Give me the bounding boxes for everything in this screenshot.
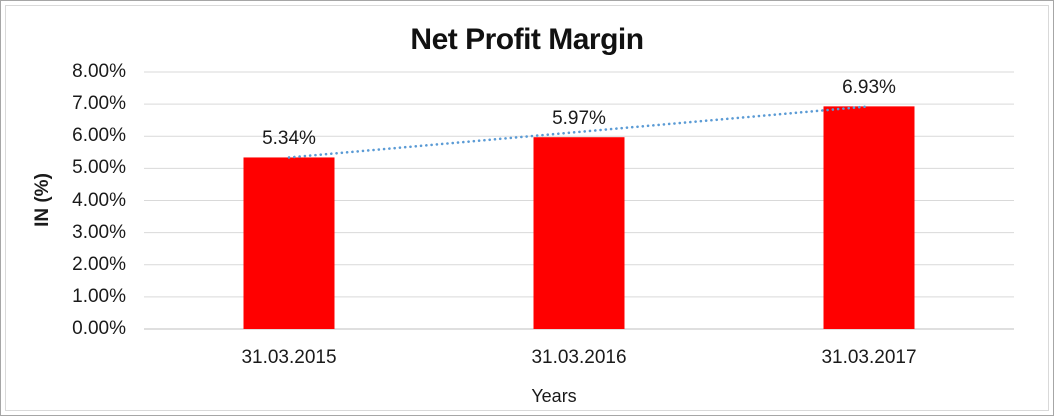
bar-data-label-6.93%: 6.93% — [842, 77, 896, 99]
bar-data-label-5.34%: 5.34% — [262, 128, 316, 150]
y-tick-label-2.00%: 2.00% — [72, 253, 126, 275]
x-category-label-31.03.2016: 31.03.2016 — [531, 347, 627, 368]
y-tick-label-4.00%: 4.00% — [72, 189, 126, 211]
chart-title: Net Profit Margin — [410, 23, 644, 56]
trendline — [287, 105, 871, 159]
y-tick-label-1.00%: 1.00% — [72, 285, 126, 307]
bar-31.03.2015 — [243, 157, 335, 329]
bar-31.03.2017 — [823, 106, 915, 329]
y-tick-label-8.00%: 8.00% — [72, 61, 126, 82]
x-axis-title: Years — [531, 386, 577, 406]
y-tick-label-7.00%: 7.00% — [72, 93, 126, 115]
y-tick-label-5.00%: 5.00% — [72, 157, 126, 179]
bar-data-label-5.97%: 5.97% — [552, 108, 606, 130]
bar-31.03.2016 — [533, 137, 625, 329]
x-category-label-31.03.2017: 31.03.2017 — [821, 347, 917, 368]
y-tick-label-6.00%: 6.00% — [72, 125, 126, 147]
y-tick-label-0.00%: 0.00% — [72, 318, 126, 339]
y-tick-label-3.00%: 3.00% — [72, 221, 126, 243]
x-category-label-31.03.2015: 31.03.2015 — [241, 347, 337, 368]
